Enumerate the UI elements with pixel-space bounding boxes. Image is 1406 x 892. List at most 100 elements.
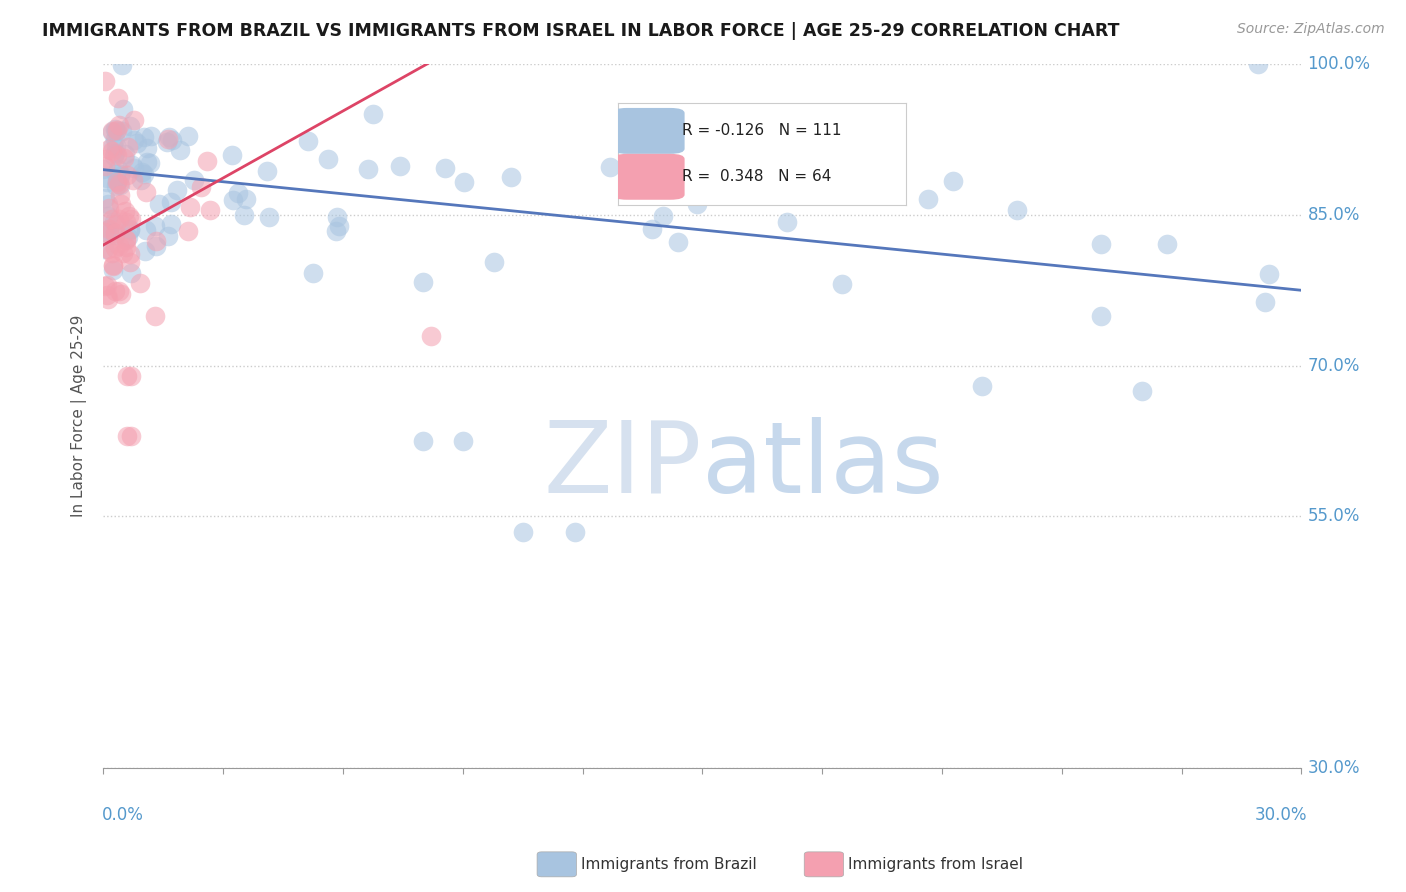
Point: [122, 172, 145, 186]
Point: [120, 368, 142, 383]
Point: [110, 188, 132, 202]
Point: [453, 175, 475, 189]
Point: [93, 161, 115, 176]
Point: [257, 211, 280, 225]
Point: [114, 146, 136, 161]
Point: [156, 136, 179, 150]
Point: [108, 177, 131, 191]
Text: 55.0%: 55.0%: [1308, 508, 1360, 525]
Point: [115, 429, 138, 443]
Point: [104, 227, 127, 242]
Text: 30.0%: 30.0%: [1256, 806, 1308, 824]
Point: [97, 197, 120, 211]
Point: [177, 224, 200, 238]
Point: [686, 196, 709, 211]
Point: [297, 134, 319, 148]
Point: [120, 266, 142, 280]
Point: [128, 277, 150, 291]
Point: [159, 194, 181, 209]
Point: [148, 197, 170, 211]
Point: [564, 524, 586, 539]
Point: [107, 91, 129, 105]
Point: [108, 118, 131, 132]
Point: [135, 223, 157, 237]
Point: [108, 178, 131, 193]
Point: [129, 173, 152, 187]
Point: [112, 245, 135, 260]
Point: [112, 151, 135, 165]
Point: [120, 246, 142, 260]
Point: [98, 226, 121, 240]
Point: [652, 209, 675, 223]
Text: 100.0%: 100.0%: [1308, 55, 1371, 73]
Point: [96, 278, 118, 293]
Point: [316, 152, 339, 166]
Point: [105, 148, 128, 162]
Point: [122, 113, 145, 128]
Point: [169, 143, 191, 157]
Point: [97, 209, 120, 223]
Point: [141, 128, 163, 143]
Point: [1253, 294, 1275, 309]
Point: [101, 246, 124, 260]
Text: atlas: atlas: [703, 417, 943, 514]
Point: [200, 202, 222, 217]
Point: [104, 241, 127, 255]
Point: [190, 179, 212, 194]
Point: [108, 284, 131, 298]
Point: [111, 58, 134, 72]
Point: [132, 129, 155, 144]
Point: [143, 219, 166, 234]
Point: [132, 167, 155, 181]
Point: [112, 102, 135, 116]
Point: [1258, 267, 1281, 281]
Point: [103, 215, 125, 229]
Point: [117, 140, 139, 154]
Point: [115, 168, 138, 182]
Point: [136, 155, 159, 169]
Point: [105, 174, 128, 188]
Point: [419, 328, 441, 343]
Point: [104, 226, 127, 240]
Point: [121, 158, 143, 172]
Point: [94, 74, 117, 88]
Point: [166, 183, 188, 197]
Point: [256, 164, 278, 178]
Point: [221, 147, 243, 161]
Point: [101, 212, 124, 227]
Text: ZIP: ZIP: [544, 417, 703, 514]
Point: [221, 193, 243, 207]
Point: [617, 165, 640, 179]
Point: [117, 230, 139, 244]
Point: [97, 142, 120, 156]
Point: [157, 130, 180, 145]
Point: [1090, 236, 1112, 251]
Point: [101, 125, 124, 139]
Point: [131, 165, 153, 179]
Text: 30.0%: 30.0%: [1308, 759, 1360, 777]
Point: [103, 148, 125, 162]
Point: [118, 222, 141, 236]
Point: [1130, 384, 1153, 398]
Point: [328, 219, 350, 234]
Point: [412, 434, 434, 448]
Point: [412, 275, 434, 289]
Point: [104, 167, 127, 181]
Point: [94, 191, 117, 205]
Point: [96, 288, 118, 302]
Point: [97, 201, 120, 215]
Point: [105, 175, 128, 189]
Point: [103, 285, 125, 299]
Point: [120, 212, 142, 227]
Point: [135, 185, 157, 199]
Point: [145, 234, 167, 248]
Text: 70.0%: 70.0%: [1308, 357, 1360, 375]
Point: [451, 434, 474, 448]
Point: [107, 161, 129, 176]
Point: [118, 119, 141, 133]
Y-axis label: In Labor Force | Age 25-29: In Labor Force | Age 25-29: [72, 315, 87, 517]
Point: [108, 169, 131, 183]
Point: [235, 192, 257, 206]
Point: [301, 266, 323, 280]
Point: [120, 223, 142, 237]
